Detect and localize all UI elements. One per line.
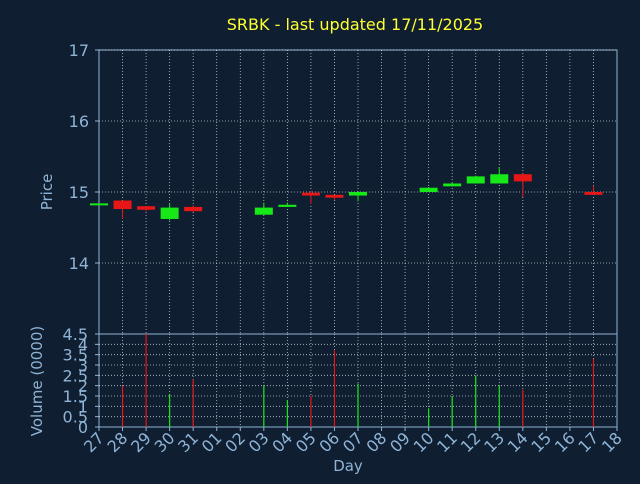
candle-body (254, 207, 273, 215)
candle-body (490, 174, 509, 184)
volume-tick-label: 1.5 (63, 387, 88, 406)
candle-body (184, 206, 203, 212)
price-tick-label: 15 (69, 183, 89, 202)
volume-tick-label: 4.5 (63, 325, 88, 344)
candle-body (419, 187, 438, 192)
volume-tick-label: 0 (78, 418, 88, 437)
volume-tick-label: 1 (78, 397, 88, 416)
candle-body (90, 203, 108, 206)
candle-body (278, 204, 297, 207)
volume-axis-label: Volume (0000) (28, 326, 46, 436)
price-tick-label: 17 (69, 41, 89, 60)
candle-body (466, 176, 485, 184)
candle-body (325, 194, 344, 198)
price-panel: 14 15 16 17 (69, 41, 618, 335)
volume-tick-label: 4 (78, 335, 88, 354)
candle-body (443, 183, 462, 187)
price-axis-label: Price (38, 174, 56, 211)
volume-tick-label: 3.5 (63, 346, 88, 365)
candle-body (137, 206, 156, 210)
volume-tick-label: 0.5 (63, 408, 88, 427)
candle-body (301, 192, 320, 196)
price-tick-label: 14 (69, 254, 89, 273)
chart-title: SRBK - last updated 17/11/2025 (227, 15, 483, 34)
price-tick-label: 16 (69, 112, 89, 131)
volume-tick-label: 3 (78, 356, 88, 375)
candle-body (584, 192, 603, 195)
x-axis-ticks: 2728293031010203040506070809101112131415… (80, 427, 626, 456)
volume-tick-label: 2.5 (63, 366, 88, 385)
candle-body (513, 174, 532, 182)
volume-tick-label: 2 (78, 377, 88, 396)
x-tick-label: 18 (598, 428, 626, 456)
candle-body (349, 192, 367, 196)
candle-body (113, 200, 132, 210)
candle-body (160, 207, 179, 219)
volume-panel: 00.511.522.533.544.5 (63, 325, 618, 437)
x-axis-label: Day (333, 457, 363, 475)
